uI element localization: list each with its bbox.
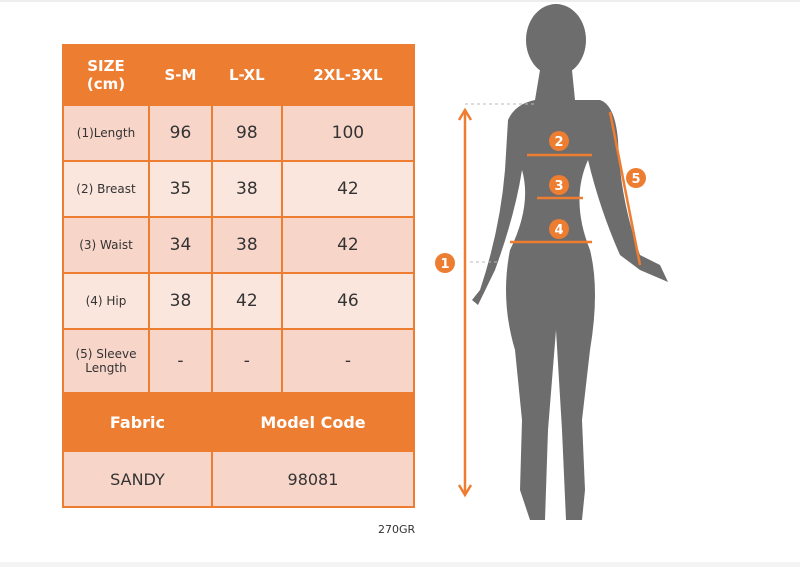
row-label-line: Length (85, 361, 127, 375)
fabric-value-row: SANDY 98081 (62, 450, 416, 508)
marker-label: 1 (440, 257, 449, 272)
col-header: 2XL-3XL (280, 44, 416, 106)
marker-label: 3 (554, 179, 563, 194)
guide-lines (465, 103, 535, 263)
marker-label: 5 (631, 172, 640, 187)
table-row: (1)Length 96 98 100 (62, 104, 416, 162)
table-row: (5) Sleeve Length - - - (62, 328, 416, 394)
col-header: L-XL (210, 44, 283, 106)
cell: - (280, 328, 416, 394)
marker-2 (549, 131, 569, 151)
table-row: (2) Breast 35 38 42 (62, 160, 416, 218)
cell: 38 (210, 216, 283, 274)
fabric-label: Fabric (62, 392, 213, 452)
table-row: (3) Waist 34 38 42 (62, 216, 416, 274)
silhouette (472, 4, 668, 520)
table-row: (4) Hip 38 42 46 (62, 272, 416, 330)
cell: - (210, 328, 283, 394)
body-measurement-figure: 1 2 3 4 5 (435, 4, 668, 520)
cell: - (148, 328, 213, 394)
cell: 98 (210, 104, 283, 162)
cell: 100 (280, 104, 416, 162)
cell: 42 (280, 216, 416, 274)
marker-1 (435, 253, 455, 273)
fabric-header-row: Fabric Model Code (62, 392, 416, 452)
marker-label: 2 (554, 135, 563, 150)
weight-note: 270GR (378, 523, 416, 536)
cell: 96 (148, 104, 213, 162)
cell: 34 (148, 216, 213, 274)
cell: 42 (280, 160, 416, 218)
row-label: (4) Hip (62, 272, 150, 330)
row-label-line: (5) Sleeve (75, 347, 137, 361)
cell: 35 (148, 160, 213, 218)
cell: 46 (280, 272, 416, 330)
cell: 42 (210, 272, 283, 330)
header-row: SIZE (cm) S-M L-XL 2XL-3XL (62, 44, 416, 106)
unit-label: (cm) (86, 75, 126, 93)
row-label: (1)Length (62, 104, 150, 162)
size-chart-table: SIZE (cm) S-M L-XL 2XL-3XL (1)Length 96 9… (62, 44, 416, 508)
fabric-value: SANDY (62, 450, 213, 508)
size-header: SIZE (cm) (62, 44, 150, 106)
size-label: SIZE (87, 57, 125, 75)
col-header: S-M (148, 44, 213, 106)
marker-label: 4 (554, 223, 563, 238)
divider (0, 0, 800, 2)
row-label: (5) Sleeve Length (62, 328, 150, 394)
marker-4 (549, 219, 569, 239)
measurement-arrows (457, 107, 642, 498)
row-label: (3) Waist (62, 216, 150, 274)
model-code-label: Model Code (210, 392, 416, 452)
divider (0, 562, 800, 567)
row-label: (2) Breast (62, 160, 150, 218)
cell: 38 (148, 272, 213, 330)
marker-3 (549, 175, 569, 195)
marker-circles (435, 131, 646, 273)
cell: 38 (210, 160, 283, 218)
marker-5 (626, 168, 646, 188)
model-code-value: 98081 (210, 450, 416, 508)
